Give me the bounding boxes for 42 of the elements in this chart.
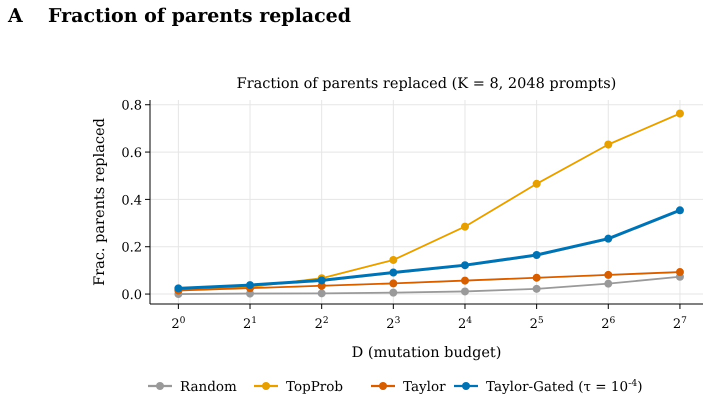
- point: [604, 234, 612, 243]
- x-tick-label: 2$^{7}$: [672, 316, 688, 332]
- y-tick-label: 0.0: [121, 288, 142, 304]
- x-axis-title: D (mutation budget): [352, 345, 502, 361]
- point: [389, 279, 398, 288]
- point: [532, 251, 541, 260]
- point: [676, 206, 684, 214]
- y-tick-label: 0.4: [121, 193, 142, 208]
- point: [532, 180, 541, 188]
- text: A: [7, 5, 23, 27]
- legend-label: Taylor: [403, 379, 446, 395]
- x-tick-label: 2$^{2}$: [314, 316, 329, 332]
- legend-label: Random: [180, 379, 237, 395]
- point: [676, 109, 684, 118]
- point: [389, 288, 398, 297]
- point: [604, 280, 612, 288]
- point: [460, 276, 469, 285]
- point: [460, 287, 469, 296]
- y-axis-title: Frac. parents replaced: [92, 118, 108, 286]
- point: [532, 274, 541, 282]
- y-tick-label: 0.6: [121, 146, 142, 162]
- x-tick-label: 2$^{0}$: [171, 316, 186, 332]
- x-tick-label: 2$^{6}$: [601, 316, 616, 332]
- x-tick-label: 2$^{5}$: [530, 316, 544, 332]
- x-tick-label: 2$^{1}$: [242, 316, 258, 332]
- point: [460, 261, 469, 270]
- x-tick-label: 2$^{3}$: [386, 316, 401, 332]
- legend-label: TopProb: [286, 379, 344, 395]
- legend-label: Taylor-Gated (τ = 10$^{-4}$): [486, 378, 643, 395]
- point: [389, 268, 398, 277]
- chart-title: Fraction of parents replaced (K = 8, 2048 prompts): [236, 76, 616, 92]
- y-tick-label: 0.8: [121, 98, 142, 114]
- point: [604, 140, 612, 148]
- point: [676, 268, 684, 276]
- point: [460, 222, 469, 231]
- point: [532, 284, 541, 293]
- text: Fraction of parents replaced: [48, 5, 352, 27]
- x-tick-label: 2$^{4}$: [458, 316, 472, 332]
- point: [318, 289, 326, 298]
- point: [604, 270, 612, 279]
- y-tick-label: 0.2: [121, 240, 142, 256]
- point: [389, 256, 398, 264]
